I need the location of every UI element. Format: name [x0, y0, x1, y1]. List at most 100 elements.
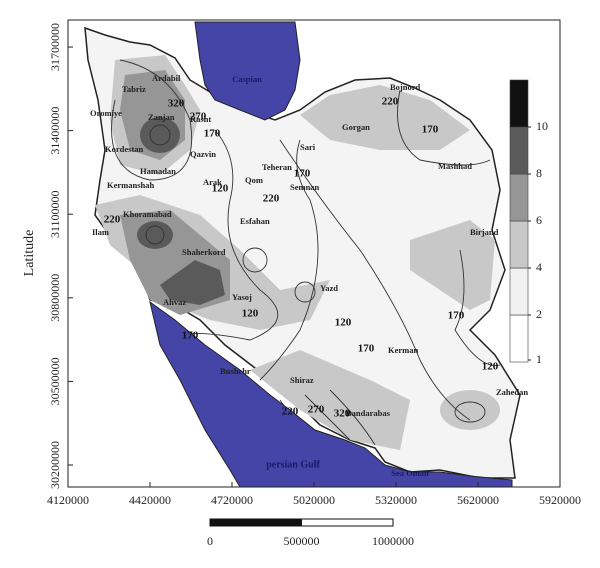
city-label: Zahedan	[496, 387, 528, 397]
city-label: Arak	[203, 177, 222, 187]
contour-label: 170	[182, 330, 199, 342]
contour-label: 220	[263, 193, 280, 205]
zone-light	[300, 85, 470, 150]
water-label: Caspian	[232, 74, 262, 84]
contour-label: 120	[482, 361, 499, 373]
contour-label: 320	[168, 98, 185, 110]
scale-segment	[209, 518, 302, 527]
city-label: Bushehr	[220, 366, 251, 376]
legend-band	[509, 79, 529, 128]
city-label: Oromiye	[90, 108, 122, 118]
water: Caspian persian Gulf Sea Oman	[149, 21, 513, 488]
legend-tick-label: 8	[536, 166, 542, 180]
city-label: Ardabil	[152, 73, 181, 83]
legend: 1 2 4 6 8 10	[509, 79, 548, 366]
contour-label: 220	[104, 214, 121, 226]
y-axis-label: Latitude	[22, 230, 37, 277]
legend-band	[509, 173, 529, 222]
x-tick-label: 4720000	[211, 493, 253, 507]
contour-label: 120	[335, 317, 352, 329]
legend-tick-label: 6	[536, 213, 542, 227]
zone-dark	[137, 221, 173, 249]
legend-band	[509, 126, 529, 175]
contour-label: 220	[282, 406, 299, 418]
scale-label: 0	[207, 534, 213, 548]
map-labels: Ardabil Tabriz Oromiye Zanjan Rasht Kordestan…	[90, 73, 528, 420]
legend-band	[509, 267, 529, 316]
city-label: Yasoj	[232, 292, 252, 302]
city-label: Gorgan	[342, 122, 370, 132]
x-tick-label: 4420000	[129, 493, 171, 507]
y-tick-label: 31400000	[48, 107, 62, 155]
x-tick-label: 5620000	[457, 493, 499, 507]
contour-line	[242, 247, 268, 273]
y-tick-label: 31700000	[48, 23, 62, 71]
legend-tick-label: 1	[536, 352, 542, 366]
contour-line	[145, 225, 165, 245]
y-tick-label: 30800000	[48, 274, 62, 322]
contour-label: 170	[294, 168, 311, 180]
city-label: Teheran	[262, 162, 292, 172]
y-tick-label: 30200000	[48, 441, 62, 489]
city-label: Rasht	[190, 114, 211, 124]
x-tick-label: 4120000	[47, 493, 89, 507]
contour-line	[149, 124, 171, 146]
city-label: Qazvin	[190, 149, 216, 159]
legend-tick-label: 2	[536, 307, 542, 321]
x-tick-label: 5020000	[293, 493, 335, 507]
contour-label: 170	[204, 128, 221, 140]
city-label: Qom	[245, 175, 263, 185]
city-label: Shaherkord	[182, 247, 226, 257]
city-label: Hamadan	[140, 166, 176, 176]
city-label: Ilam	[92, 227, 109, 237]
x-tick-label: 5320000	[375, 493, 417, 507]
city-label: Bojnord	[390, 82, 421, 92]
contour-label: 120	[212, 183, 229, 195]
contour-line	[259, 139, 319, 381]
scale-label: 500000	[284, 534, 320, 548]
contour-label: 320	[334, 408, 351, 420]
city-label: Tabriz	[122, 84, 146, 94]
map-land	[84, 26, 521, 479]
scale-bar: 0 500000 1000000	[207, 518, 414, 548]
contour-line	[454, 249, 501, 367]
scale-label: 1000000	[372, 534, 414, 548]
legend-tick-label: 4	[536, 260, 542, 274]
contour-line	[169, 129, 279, 341]
city-label: Semnan	[290, 182, 320, 192]
contour-label: 170	[422, 124, 439, 136]
water-label: persian Gulf	[266, 459, 320, 470]
y-tick-label: 31100000	[48, 190, 62, 238]
city-label: Khoramabad	[123, 209, 172, 219]
contour-line	[454, 401, 486, 423]
city-label: Yazd	[320, 283, 338, 293]
zone-light	[410, 220, 495, 310]
legend-band	[509, 314, 529, 363]
city-label: Kordestan	[105, 144, 144, 154]
caspian-sea	[194, 21, 301, 121]
city-label: Bandarabas	[346, 408, 391, 418]
y-tick-label: 30500000	[48, 357, 62, 405]
scale-segment	[301, 518, 394, 527]
city-label: Ahvaz	[163, 297, 186, 307]
zone-dark	[160, 260, 225, 305]
zone-dark	[140, 117, 180, 153]
contour-label: 170	[448, 310, 465, 322]
city-label: Zanjan	[148, 112, 175, 122]
city-label: Kerman	[388, 345, 418, 355]
contour-line	[111, 59, 193, 181]
contour-label: 270	[190, 111, 207, 123]
contour-line	[294, 281, 316, 303]
contour-label: 270	[308, 404, 325, 416]
water-label: Sea Oman	[391, 468, 429, 478]
city-label: Birjand	[470, 227, 499, 237]
contour-label: 170	[358, 343, 375, 355]
contour-label: 120	[242, 308, 259, 320]
zone-light	[250, 350, 410, 450]
city-label: Mashhad	[438, 161, 472, 171]
city-label: Sari	[300, 142, 316, 152]
city-label: Kermanshah	[107, 180, 155, 190]
city-label: Shiraz	[290, 375, 314, 385]
contour-label: 220	[382, 96, 399, 108]
